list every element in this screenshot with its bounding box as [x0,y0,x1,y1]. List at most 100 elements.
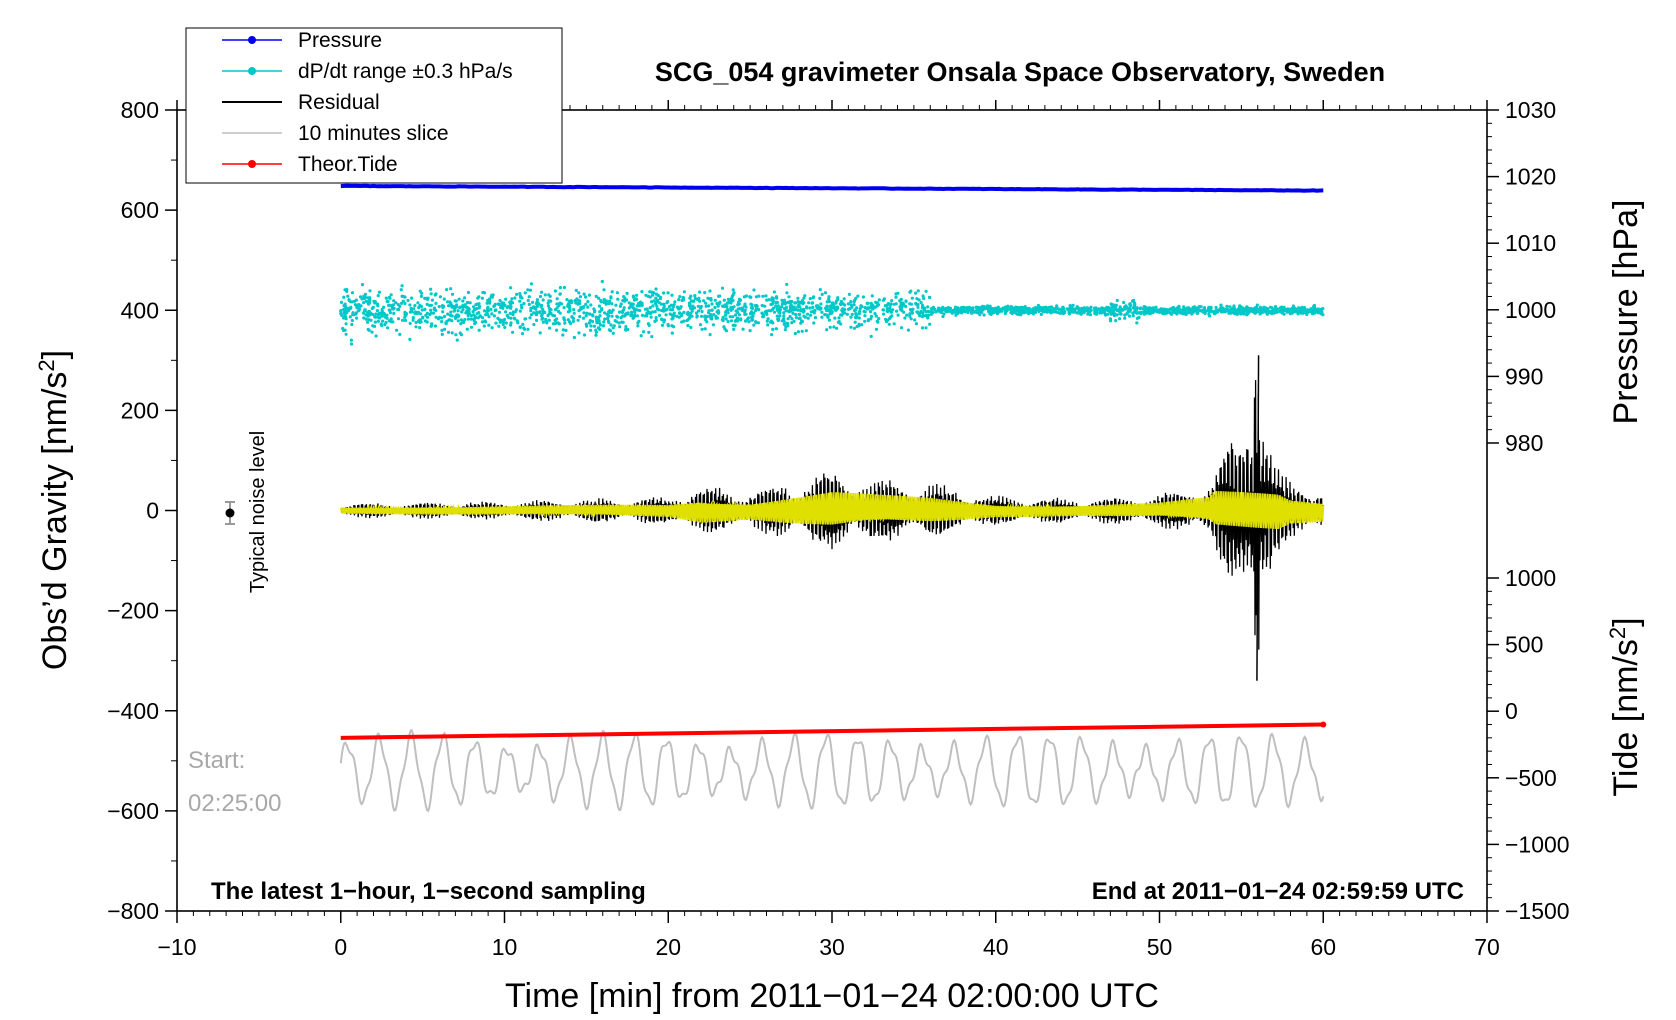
dpdt-point [637,301,641,305]
dpdt-point [1060,310,1064,314]
dpdt-point [433,293,437,297]
dpdt-point [611,308,615,312]
dpdt-point [703,327,707,331]
dpdt-point [444,322,448,326]
dpdt-point [654,296,658,300]
dpdt-point [600,279,604,284]
y-left-tick-label: −600 [107,798,159,824]
dpdt-point [527,302,531,306]
dpdt-point [400,294,404,298]
dpdt-point [896,291,900,295]
dpdt-point [473,322,477,326]
dpdt-point [945,309,950,313]
dpdt-point [553,314,557,318]
dpdt-point [363,308,367,312]
dpdt-point [441,310,445,314]
dpdt-point [589,324,593,328]
dpdt-point [866,306,870,310]
dpdt-point [850,312,854,316]
dpdt-point [468,301,472,305]
dpdt-point [889,302,893,306]
dpdt-point [853,308,858,312]
dpdt-point [670,331,674,335]
dpdt-point [471,310,475,314]
dpdt-point [1063,311,1067,315]
dpdt-point [505,314,510,318]
dpdt-point [1245,309,1249,313]
dpdt-point [594,294,598,298]
dpdt-point [360,283,365,287]
dpdt-point [477,328,481,332]
pressure-tick-label: 1010 [1505,230,1556,256]
dpdt-point [440,332,444,336]
dpdt-point [989,312,993,316]
dpdt-point [429,287,433,291]
dpdt-point [785,282,789,286]
dpdt-point [1310,308,1314,312]
dpdt-point [788,314,792,319]
dpdt-point [921,314,925,318]
dpdt-point [807,301,811,305]
dpdt-point [738,307,742,311]
dpdt-point [928,322,932,326]
dpdt-point [510,297,514,301]
dpdt-point [723,310,728,314]
dpdt-point [511,313,515,317]
dpdt-point [522,301,526,306]
dpdt-point [344,322,348,326]
dpdt-point [608,329,613,333]
dpdt-point [729,307,733,311]
dpdt-point [863,319,867,323]
dpdt-point [636,324,640,328]
dpdt-point [1242,312,1246,316]
dpdt-point [1265,308,1269,312]
dpdt-point [919,309,923,314]
dpdt-point [449,301,453,305]
dpdt-point [512,316,517,320]
dpdt-point [1316,311,1320,315]
dpdt-point [860,323,864,327]
dpdt-point [866,318,871,322]
dpdt-point [718,300,722,304]
dpdt-point [658,297,663,301]
dpdt-point [871,307,875,311]
dpdt-point [364,317,368,321]
dpdt-point [854,312,858,316]
dpdt-point [472,317,476,321]
dpdt-point [510,301,515,305]
dpdt-point [373,315,377,319]
dpdt-point [626,311,630,315]
tide-line [340,722,1324,740]
dpdt-point [888,315,893,319]
dpdt-point [523,327,527,331]
dpdt-point [566,318,570,322]
dpdt-point [713,305,717,310]
dpdt-point [752,323,756,327]
dpdt-point [582,311,586,315]
dpdt-point [411,316,415,320]
dpdt-point [594,328,598,332]
dpdt-point [460,310,464,314]
dpdt-point [786,317,790,321]
dpdt-point [828,312,832,316]
x-tick-label: −10 [157,934,196,960]
dpdt-point [1115,298,1119,303]
dpdt-point [761,314,765,318]
dpdt-point [710,302,714,306]
dpdt-point [570,315,574,319]
dpdt-point [497,310,502,314]
dpdt-point [562,317,566,321]
dpdt-point [342,295,346,299]
dpdt-point [521,322,525,326]
dpdt-point [1128,307,1133,312]
dpdt-point [423,307,427,311]
dpdt-point [741,308,745,313]
dpdt-point [504,321,508,325]
dpdt-point [776,317,780,321]
dpdt-point [595,317,599,321]
dpdt-point [655,304,659,308]
dpdt-point [825,328,829,332]
dpdt-point [775,296,779,300]
dpdt-point [384,320,388,325]
dpdt-point [803,294,807,298]
